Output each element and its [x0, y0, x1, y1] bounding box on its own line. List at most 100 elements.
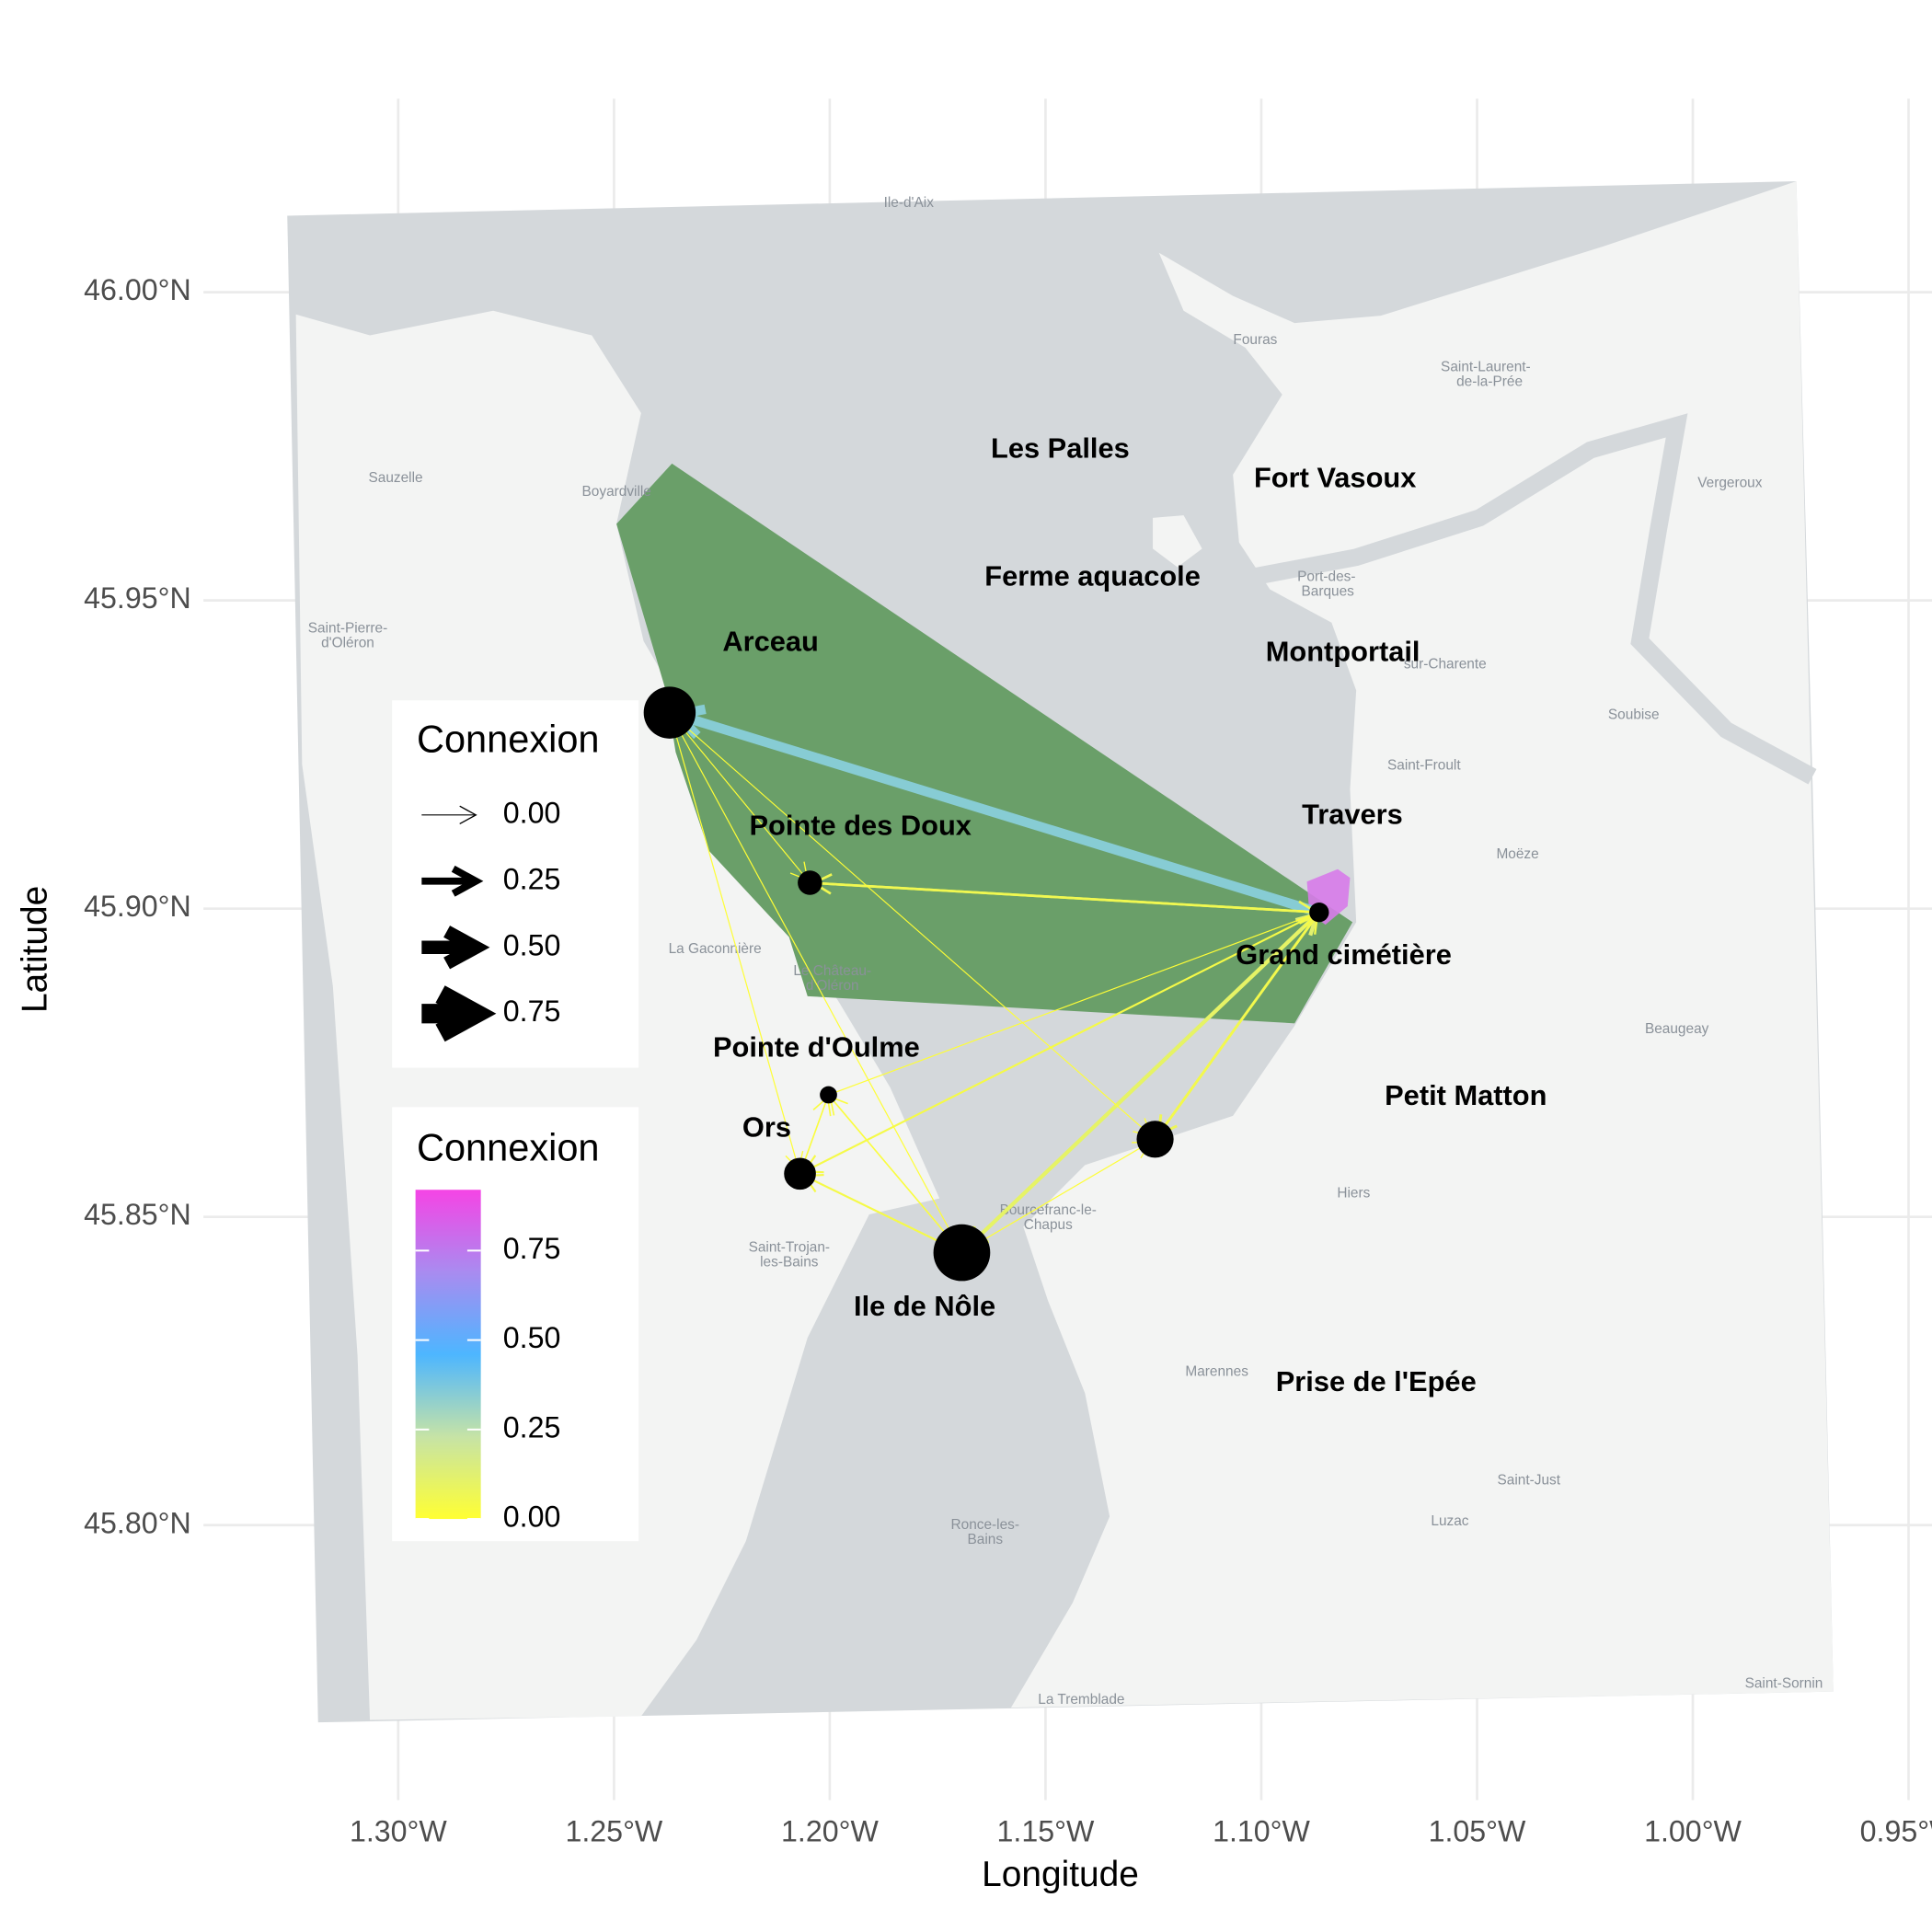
place-label: Saint-Froult [1387, 757, 1461, 773]
place-label: Ronce-les- [951, 1517, 1020, 1533]
place-label: Bourcefranc-le- [1000, 1202, 1097, 1218]
place-label: Vergeroux [1697, 475, 1763, 490]
place-label: les-Bains [760, 1254, 819, 1270]
site-label: Montportail [1266, 635, 1420, 667]
y-tick-label: 45.95°N [84, 581, 191, 615]
size-legend: 0.00 0.25 0.50 0.75 [421, 796, 561, 1042]
place-label: d'Oléron [806, 978, 859, 994]
place-label: de-la-Prée [1456, 374, 1523, 390]
x-tick-label: 1.30°W [350, 1814, 447, 1847]
legend-label: 0.00 [503, 796, 561, 829]
y-axis-title: Latitude [15, 886, 54, 1013]
node [820, 1086, 837, 1104]
x-tick-label: 1.15°W [997, 1814, 1095, 1847]
site-label: Fort Vasoux [1254, 461, 1416, 493]
connection-arrow [675, 710, 1321, 917]
connection-arrow [803, 1175, 962, 1254]
place-label: d'Oléron [321, 636, 374, 651]
x-tick-label: 1.20°W [781, 1814, 879, 1847]
axes: 1.30°W 1.25°W 1.20°W 1.15°W 1.10°W 1.05°W 1.00… [84, 273, 1932, 1847]
site-label: Grand cimétière [1236, 938, 1452, 971]
x-tick-label: 1.10°W [1213, 1814, 1310, 1847]
connection-arrow [669, 712, 1152, 1136]
node [784, 1157, 816, 1190]
place-label: Boyardville [582, 484, 651, 500]
node [643, 686, 696, 739]
legend-label: 0.75 [503, 1232, 561, 1265]
site-label: Travers [1302, 798, 1403, 830]
node [933, 1224, 991, 1282]
river [1237, 413, 1817, 785]
site-label: Prise de l'Epée [1276, 1365, 1477, 1397]
place-label: Port-des- [1297, 569, 1355, 584]
x-tick-label: 0.95°W [1860, 1814, 1932, 1847]
arrow-head [459, 805, 477, 825]
islet [1153, 515, 1202, 568]
connection-arrow [669, 712, 809, 880]
connection-arrow [961, 1141, 1151, 1254]
place-label: Le Château- [793, 963, 871, 979]
site-label: Ile de Nôle [854, 1290, 995, 1322]
place-label: Barques [1302, 583, 1355, 599]
nodes [643, 686, 1329, 1282]
site-label: Ferme aquacole [984, 560, 1201, 592]
place-label: Saint-Sornin [1745, 1676, 1823, 1692]
place-label: Saint-Laurent- [1441, 359, 1531, 374]
y-tick-label: 45.85°N [84, 1198, 191, 1231]
x-tick-label: 1.00°W [1644, 1814, 1742, 1847]
site-labels: Les Palles Fort Vasoux Ferme aquacole Arcea… [713, 431, 1547, 1397]
place-label: Ile-d'Aix [884, 195, 935, 211]
place-label: Beaugeay [1645, 1021, 1709, 1037]
legend-label: 0.50 [503, 1321, 561, 1354]
place-label: Hiers [1337, 1185, 1370, 1201]
place-label: Soubise [1608, 707, 1660, 722]
node [1136, 1121, 1174, 1158]
arrow-head [451, 865, 484, 897]
legend-label: 0.50 [503, 928, 561, 961]
size-legend-title: Connexion [417, 718, 600, 761]
place-label: Moëze [1496, 846, 1538, 862]
place-label: La Tremblade [1038, 1692, 1124, 1708]
node [1309, 903, 1329, 923]
arrow-head [443, 926, 490, 970]
site-label: Pointe des Doux [750, 809, 972, 841]
connection-arrow [669, 712, 959, 1246]
y-tick-label: 45.80°N [84, 1506, 191, 1539]
connection-arrow [803, 911, 1320, 1173]
place-label: Chapus [1024, 1217, 1073, 1233]
site-label: Pointe d'Oulme [713, 1031, 920, 1064]
legend-label: 0.75 [503, 995, 561, 1028]
colorbar [415, 1190, 481, 1520]
color-legend-title: Connexion [417, 1125, 600, 1168]
basemap-labels: Ile-d'Aix Fouras Saint-Laurent-de-la-Prée S… [308, 195, 1823, 1708]
color-legend: 0.00 0.25 0.50 0.75 [415, 1190, 561, 1534]
x-axis-title: Longitude [982, 1855, 1139, 1894]
x-tick-label: 1.25°W [565, 1814, 662, 1847]
node [798, 870, 822, 895]
legend-label: 0.25 [503, 1410, 561, 1443]
x-tick-label: 1.05°W [1429, 1814, 1526, 1847]
y-tick-label: 45.90°N [84, 890, 191, 923]
site-label: Ors [742, 1111, 791, 1144]
connection-arrow [1154, 914, 1318, 1140]
connections [667, 704, 1321, 1255]
place-label: Fouras [1233, 332, 1277, 348]
y-tick-label: 46.00°N [84, 273, 191, 306]
connection-arrow [829, 1096, 963, 1254]
legend-label: 0.00 [503, 1501, 561, 1534]
connection-arrow [966, 911, 1321, 1248]
place-label: La Gaconnière [669, 941, 762, 957]
place-label: Saint-Pierre- [308, 621, 387, 637]
legend-label: 0.25 [503, 862, 561, 895]
connection-arrow [810, 881, 1317, 914]
place-label: Bains [967, 1532, 1003, 1547]
site-label: Les Palles [991, 431, 1130, 464]
arrow-head [435, 985, 497, 1042]
mainland [1010, 181, 1834, 1708]
place-label: Saint-Trojan- [749, 1239, 830, 1255]
connection-arrow [828, 913, 1317, 1096]
connection-arrow [669, 712, 799, 1169]
place-label: Sauzelle [368, 470, 422, 486]
site-label: Petit Matton [1385, 1079, 1547, 1111]
site-label: Arceau [722, 626, 818, 658]
